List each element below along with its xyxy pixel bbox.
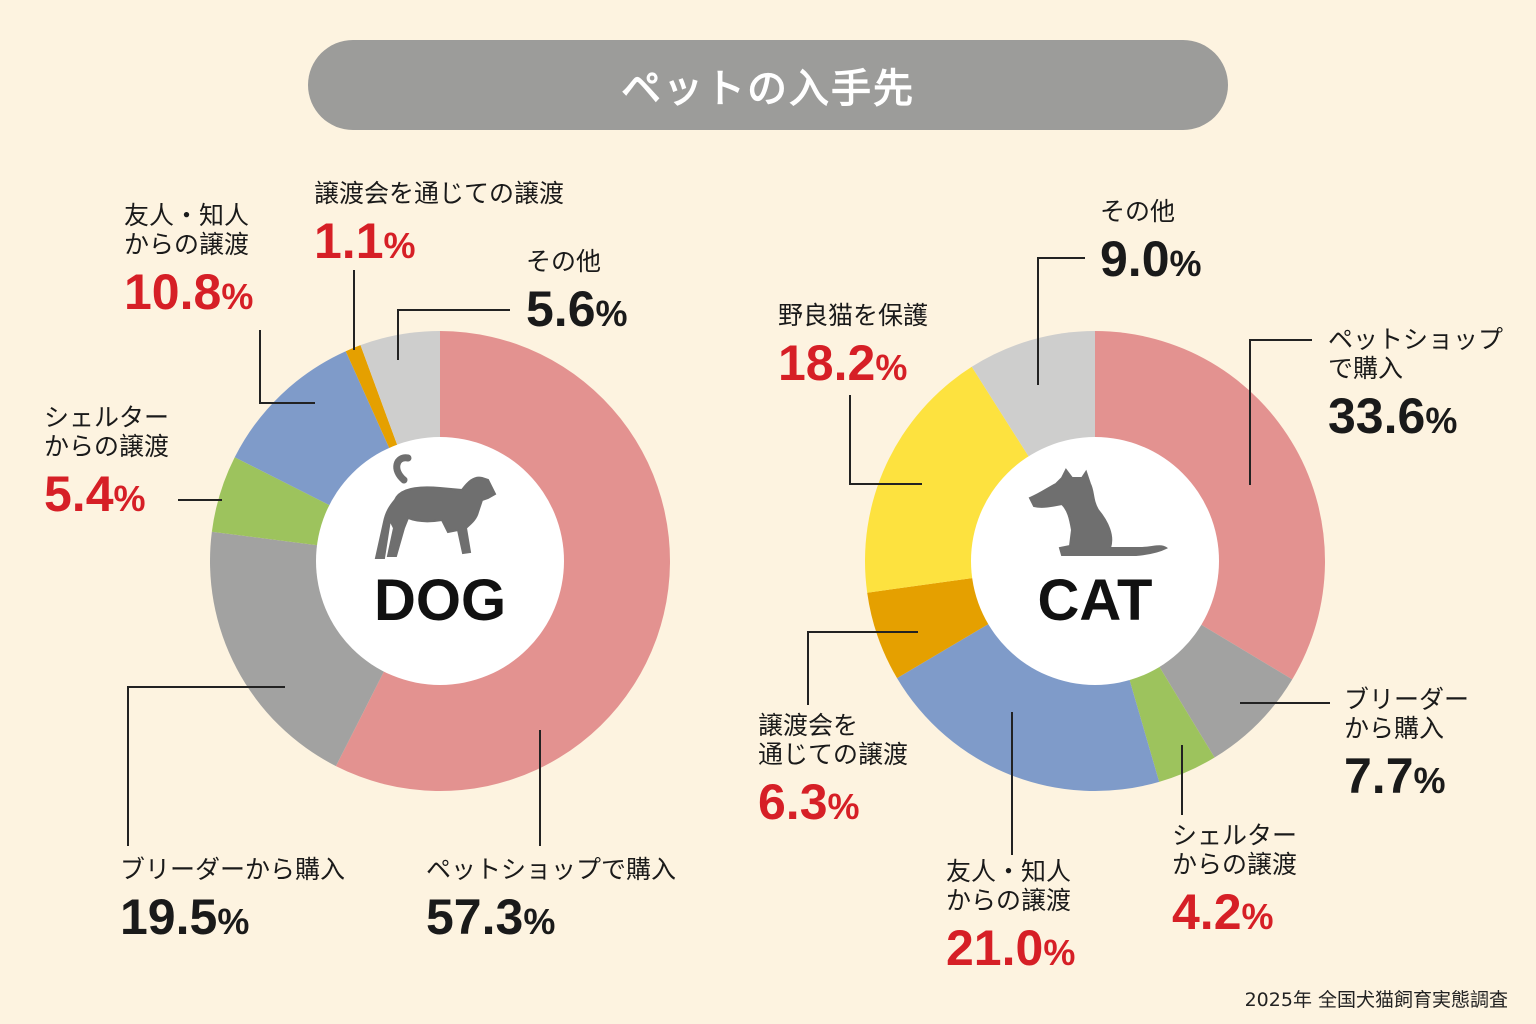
cat-label-breeder: ブリーダー から購入 7.7%: [1344, 685, 1470, 804]
dog-friend-leader: [259, 330, 315, 404]
cat-label-friend: 友人・知人 からの譲渡 21.0%: [946, 857, 1076, 976]
dog-other-leader: [397, 309, 510, 360]
cat-label-event: 譲渡会を 通じての譲渡 6.3%: [758, 711, 909, 830]
dog-label-friend: 友人・知人 からの譲渡 10.8%: [124, 201, 254, 320]
cat-event-leader: [807, 631, 918, 705]
cat-label-other: その他 9.0%: [1100, 197, 1202, 287]
chart-title: ペットの入手先: [621, 66, 915, 112]
dog-label-petshop: ペットショップで購入 57.3%: [426, 855, 677, 945]
leader-lines: [127, 257, 1330, 855]
source-note: 2025年 全国犬猫飼育実態調査: [1244, 989, 1508, 1011]
cat-center-hole: [971, 437, 1219, 685]
title-banner: ペットの入手先: [308, 40, 1228, 130]
cat-label-petshop: ペットショップ で購入 33.6%: [1328, 325, 1504, 444]
cat-label-stray: 野良猫を保護 18.2%: [778, 301, 929, 391]
cat-label-shelter: シェルター からの譲渡 4.2%: [1172, 821, 1298, 940]
dog-label-breeder: ブリーダーから購入 19.5%: [120, 855, 346, 945]
dog-breeder-leader: [127, 686, 285, 846]
dog-label-shelter: シェルター からの譲渡 5.4%: [44, 403, 170, 522]
dog-silhouette-icon: [374, 454, 497, 559]
dog-label-other: その他 5.6%: [526, 247, 628, 337]
cat-stray-leader: [849, 395, 922, 485]
cat-center-label: CAT: [1038, 568, 1153, 633]
cat-petshop-leader: [1249, 339, 1312, 485]
dog-center-label: DOG: [374, 568, 506, 633]
cat-other-leader: [1037, 257, 1085, 385]
dog-label-event: 譲渡会を通じての譲渡 1.1%: [314, 179, 565, 269]
dog-center-hole: [316, 437, 564, 685]
cat-silhouette-icon: [1028, 468, 1168, 556]
